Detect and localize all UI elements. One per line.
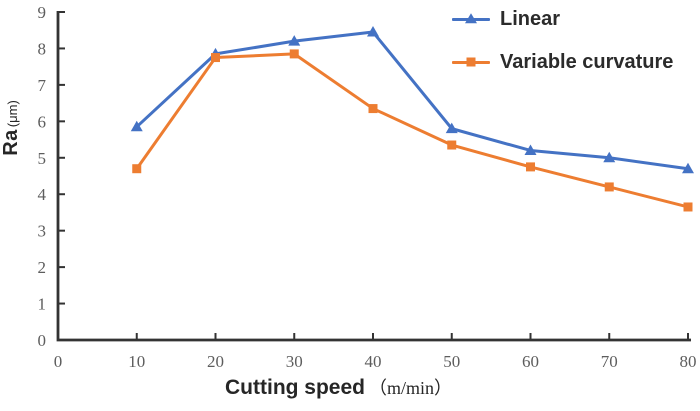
linear-series-swatch <box>452 13 490 24</box>
triangle-marker-icon <box>524 144 537 155</box>
x-tick-label: 30 <box>286 352 303 371</box>
y-tick-label: 5 <box>38 149 47 168</box>
y-tick-label: 3 <box>38 222 47 241</box>
x-tick-label: 70 <box>601 352 618 371</box>
square-marker-icon <box>211 53 220 63</box>
triangle-marker-icon <box>465 13 477 24</box>
y-tick-label: 2 <box>38 258 47 277</box>
x-tick-label: 80 <box>680 352 697 371</box>
y-tick-label: 9 <box>38 3 47 22</box>
y-axis-title-main: Ra <box>0 129 22 156</box>
y-tick-label: 7 <box>38 76 47 95</box>
x-tick-label: 10 <box>128 352 145 371</box>
triangle-marker-icon <box>288 35 301 46</box>
x-axis-title: Cutting speed （m/min） <box>225 374 452 400</box>
y-tick-label: 1 <box>38 295 47 314</box>
legend-item-linear: Linear <box>452 6 673 32</box>
legend-label-linear: Linear <box>500 7 561 30</box>
x-tick-label: 20 <box>207 352 224 371</box>
variable-curvature-series-swatch <box>452 57 490 67</box>
square-marker-icon <box>466 57 476 67</box>
square-marker-icon <box>368 104 378 114</box>
series-line-0 <box>135 30 689 171</box>
triangle-marker-icon <box>682 162 694 174</box>
x-tick-label: 50 <box>443 352 460 371</box>
x-tick-label: 60 <box>522 352 539 371</box>
square-marker-icon <box>604 182 614 192</box>
triangle-marker-icon <box>367 26 379 37</box>
x-axis-title-unit: （m/min） <box>369 378 453 398</box>
y-tick-label: 8 <box>38 39 47 58</box>
x-tick-label: 40 <box>365 352 382 371</box>
x-tick-label: 0 <box>54 352 63 371</box>
legend-label-variable-curvature: Variable curvature <box>500 50 674 73</box>
x-axis-title-main: Cutting speed <box>225 376 365 399</box>
series-line-1 <box>135 52 689 209</box>
triangle-marker-icon <box>445 122 458 134</box>
y-axis-title-unit: (μm) <box>5 100 20 128</box>
square-marker-icon <box>289 49 299 59</box>
y-tick-label: 0 <box>38 331 47 350</box>
square-marker-icon <box>683 202 693 212</box>
triangle-marker-icon <box>603 151 616 163</box>
y-axis-title: Ra (μm) <box>0 48 26 208</box>
square-marker-icon <box>526 162 535 172</box>
legend-item-variable-curvature: Variable curvature <box>452 49 673 75</box>
legend: Linear Variable curvature <box>452 6 673 75</box>
square-marker-icon <box>447 140 457 150</box>
y-tick-label: 6 <box>38 112 47 131</box>
y-tick-label: 4 <box>38 185 47 204</box>
square-marker-icon <box>132 164 142 174</box>
triangle-marker-icon <box>130 120 143 132</box>
